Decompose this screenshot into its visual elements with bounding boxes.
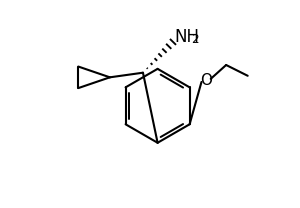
Text: O: O xyxy=(200,73,212,88)
Text: 2: 2 xyxy=(191,33,198,46)
Text: NH: NH xyxy=(175,28,200,46)
